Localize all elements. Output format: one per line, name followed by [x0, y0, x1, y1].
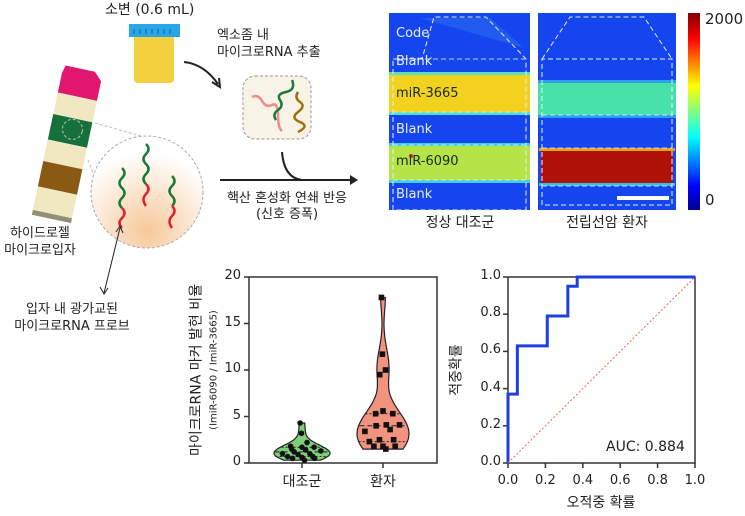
data-point: [318, 448, 324, 454]
data-point: [366, 438, 373, 445]
extraction-arrow: [183, 61, 219, 85]
colorbar: [688, 13, 700, 210]
roc-ytick-label: 1.0: [480, 268, 501, 283]
data-point: [371, 443, 377, 450]
data-point: [396, 422, 403, 428]
roc-ytick-label: 0.0: [480, 454, 501, 469]
hydrogel-label-1: 하이드로젤: [10, 226, 70, 241]
caption-control: 정상 대조군: [425, 215, 495, 231]
data-point: [301, 457, 308, 464]
data-point: [379, 351, 386, 357]
violin-ytick-label: 15: [224, 314, 241, 330]
data-point: [383, 422, 390, 428]
data-point: [382, 446, 389, 452]
data-point: [376, 436, 383, 443]
hydrogel-microparticle-icon: [31, 65, 102, 224]
data-point: [298, 430, 305, 437]
roc-xtick-label: 0.0: [497, 473, 519, 488]
auc-annotation: AUC: 0.884: [606, 439, 685, 455]
violin-ytick-label: 10: [224, 361, 241, 376]
data-point: [291, 449, 298, 455]
roc-xtick-label: 0.8: [647, 473, 668, 488]
data-point: [390, 410, 396, 417]
roc-ylabel: 적중확률: [448, 344, 465, 396]
data-point: [302, 447, 309, 453]
violin-ytick-label: 5: [232, 407, 241, 423]
data-point: [382, 367, 389, 373]
violin-category-control: 대조군: [282, 474, 322, 490]
violin-plot: [244, 276, 438, 468]
roc-xlabel: 오적중 확률: [566, 495, 636, 511]
scale-bar: [617, 196, 669, 200]
caption-patient: 전립선암 환자: [566, 215, 648, 231]
roc-xtick-label: 0.6: [609, 473, 631, 488]
data-point: [378, 294, 385, 301]
data-point: [295, 451, 301, 458]
roc-curve: [506, 275, 695, 463]
data-point: [304, 439, 310, 446]
roc-plot: [503, 275, 696, 468]
label-blank-1: Blank: [396, 54, 433, 69]
data-point: [373, 423, 379, 429]
roc-ytick-label: 0.8: [480, 305, 501, 321]
data-point: [376, 371, 383, 378]
reaction-label-2: (신호 증폭): [255, 207, 319, 222]
violin-ylabel-sub: (ImiR-6090 / ImiR-3665): [208, 310, 220, 430]
probe-label-2: 마이크로RNA 프로브: [14, 319, 130, 334]
heatmap-patient: [538, 13, 676, 210]
data-point: [372, 410, 379, 417]
colorbar-max: 2000: [705, 10, 744, 28]
roc-reference-line: [507, 276, 696, 464]
microrna-probe-icons: [118, 143, 176, 229]
data-point: [289, 455, 296, 462]
roc-xtick-label: 1.0: [684, 473, 706, 488]
data-point: [392, 443, 398, 450]
extraction-label-1: 엑소좀 내: [217, 28, 269, 43]
roc-ytick-label: 0.4: [480, 379, 501, 395]
band-mir-3665-control: [389, 75, 530, 112]
data-point: [387, 426, 393, 433]
violin-category-patient: 환자: [370, 474, 396, 490]
data-point: [390, 436, 397, 443]
violin-ytick-label: 0: [232, 454, 241, 469]
band-mir-6090-patient: [541, 151, 673, 183]
colorbar-min: 0: [705, 191, 715, 209]
data-point: [311, 455, 318, 462]
data-point: [362, 428, 368, 435]
data-point: [380, 408, 386, 414]
data-point: [311, 444, 317, 450]
data-point: [279, 450, 286, 457]
violin-ylabel: 마이크로RNA 마커 발현 비율: [188, 284, 205, 456]
reaction-label-1: 핵산 혼성화 연쇄 반응: [226, 191, 348, 206]
roc-ytick-label: 0.2: [480, 416, 501, 432]
band-mir-3665-patient: [538, 83, 676, 115]
roc-ytick-label: 0.6: [480, 342, 501, 358]
hydrogel-label-2: 마이크로입자: [4, 243, 76, 258]
roc-xtick-label: 0.2: [535, 473, 556, 488]
label-mir-3665: miR-3665: [396, 86, 459, 101]
extraction-label-2: 마이크로RNA 추출: [217, 45, 321, 60]
urine-cup-icon: [129, 24, 180, 83]
data-point: [284, 453, 291, 460]
roc-xtick-label: 0.4: [572, 473, 594, 488]
label-code: Code: [396, 26, 430, 41]
data-point: [297, 420, 303, 426]
heatmap-control: [389, 13, 530, 211]
urine-label: 소변 (0.6 mL): [105, 2, 195, 18]
label-blank-2: Blank: [396, 122, 433, 137]
label-mir-6090: miR-6090: [396, 154, 459, 169]
probe-pointer-arrow: [103, 227, 121, 294]
violin-ytick-label: 20: [224, 268, 241, 283]
band-mir-6090-control: [389, 146, 530, 180]
label-blank-3: Blank: [396, 187, 433, 202]
probe-label-1: 입자 내 광가교된: [26, 302, 118, 317]
violin-axes: [248, 276, 438, 464]
